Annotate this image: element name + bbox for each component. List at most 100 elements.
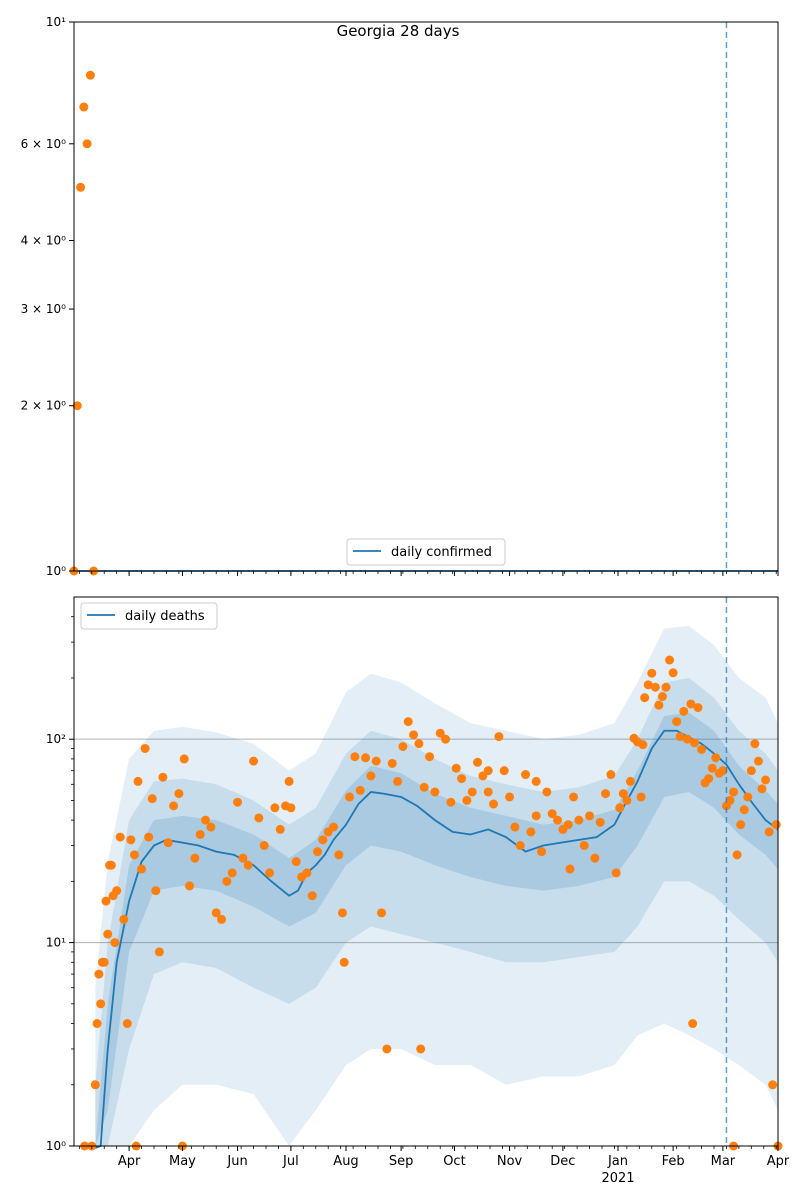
bottom-data-point: [92, 1019, 102, 1029]
bottom-data-point: [625, 776, 635, 786]
bottom-data-point: [650, 682, 660, 692]
bottom-data-point: [494, 732, 504, 742]
bottom-data-point: [574, 815, 584, 825]
bottom-data-point: [129, 850, 139, 860]
bottom-data-point: [158, 772, 168, 782]
bottom-data-point: [238, 853, 248, 863]
bottom-data-point: [647, 668, 657, 678]
bottom-y-tick-label: 10⁰: [46, 1139, 66, 1153]
bottom-data-point: [409, 730, 419, 740]
bottom-x-axis: Apr May Jun Jul Aug Sep Oct Nov Dec Jan Feb Mar Apr 2…: [78, 1146, 790, 1186]
bottom-x-tick-label: Nov: [497, 1154, 523, 1169]
top-y-tick-label: 10⁰: [46, 564, 66, 578]
bottom-data-point: [537, 847, 547, 857]
bottom-data-point: [137, 864, 147, 874]
bottom-data-point: [169, 801, 179, 811]
bottom-data-point: [334, 850, 344, 860]
bottom-y-tick-label: 10¹: [46, 936, 66, 950]
bottom-data-point: [489, 799, 499, 809]
bottom-data-point: [750, 739, 760, 749]
top-legend: daily confirmed: [346, 538, 506, 566]
bottom-data-point: [611, 868, 621, 878]
bottom-data-point: [601, 789, 611, 799]
bottom-series-line: [95, 729, 779, 1149]
bottom-data-point: [112, 886, 122, 896]
bottom-data-point: [425, 752, 435, 762]
bottom-data-point: [339, 957, 349, 967]
bottom-data-point: [122, 1019, 132, 1029]
bottom-data-point: [416, 1044, 426, 1054]
bottom-x-tick-label: Sep: [389, 1154, 414, 1169]
bottom-data-point: [270, 803, 280, 813]
bottom-data-point: [590, 853, 600, 863]
bottom-data-point: [441, 734, 451, 744]
bottom-data-point: [467, 787, 477, 797]
bottom-data-point: [679, 706, 689, 716]
bottom-data-point: [275, 824, 285, 834]
bottom-x-tick-label: Dec: [550, 1154, 575, 1169]
bottom-data-point: [704, 774, 714, 784]
bottom-data-point: [746, 766, 756, 776]
bottom-data-point: [595, 817, 605, 827]
bottom-data-point: [414, 739, 424, 749]
bottom-legend-label: daily deaths: [125, 609, 205, 624]
bottom-data-point: [638, 740, 648, 750]
bottom-data-point: [761, 775, 771, 785]
bottom-data-point: [622, 795, 632, 805]
bottom-data-point: [618, 789, 628, 799]
bottom-data-point: [382, 1044, 392, 1054]
bottom-data-point: [217, 914, 227, 924]
top-plot-border: [73, 21, 779, 572]
bottom-legend: daily deaths: [80, 602, 218, 630]
bottom-data-point: [451, 763, 461, 773]
bottom-x-tick-label: Apr: [118, 1154, 141, 1169]
bottom-data-point: [499, 766, 509, 776]
top-data-point: [79, 102, 89, 112]
bottom-data-point: [195, 829, 205, 839]
bottom-legend-box: [80, 602, 218, 630]
bottom-data-point: [249, 756, 259, 766]
bottom-data-point: [393, 776, 403, 786]
bottom-data-point: [90, 1080, 100, 1090]
top-data-point: [76, 182, 86, 192]
bottom-data-point: [119, 914, 129, 924]
bottom-data-point: [753, 756, 763, 766]
bottom-data-point: [615, 803, 625, 813]
bottom-data-point: [185, 881, 195, 891]
top-legend-label: daily confirmed: [391, 545, 492, 560]
bottom-data-point: [243, 860, 253, 870]
bottom-x-tick-label: Jul: [282, 1154, 299, 1169]
bottom-data-point: [521, 770, 531, 780]
bottom-data-point: [133, 776, 143, 786]
bottom-data-point: [672, 717, 682, 727]
bottom-data-point: [682, 734, 692, 744]
bottom-data-point: [483, 766, 493, 776]
bottom-data-point: [419, 782, 429, 792]
bottom-data-point: [284, 776, 294, 786]
bottom-x-tick-label: Oct: [443, 1154, 465, 1169]
bottom-data-point: [665, 655, 675, 665]
bottom-data-point: [515, 841, 525, 851]
bottom-x-year-label: 2021: [601, 1171, 634, 1186]
top-data-point: [72, 401, 82, 411]
bottom-data-point: [757, 784, 767, 794]
bottom-data-point: [688, 1019, 698, 1029]
bottom-x-tick-label: May: [169, 1154, 196, 1169]
bottom-data-point: [206, 822, 216, 832]
bottom-data-point: [531, 776, 541, 786]
top-y-axis: 10⁰ 2 × 10⁰ 3 × 10⁰ 4 × 10⁰ 6 × 10⁰ 10¹: [21, 15, 74, 578]
bottom-uncertainty-band-outer: [95, 626, 779, 1146]
bottom-data-point: [398, 742, 408, 752]
bottom-data-point: [361, 753, 371, 763]
bottom-x-tick-label: Feb: [662, 1154, 685, 1169]
top-panel: 10⁰ 2 × 10⁰ 3 × 10⁰ 4 × 10⁰ 6 × 10⁰ 10¹ Georg…: [21, 15, 779, 578]
bottom-data-point: [697, 744, 707, 754]
bottom-data-point: [302, 868, 312, 878]
bottom-data-point: [313, 847, 323, 857]
bottom-data-point: [446, 797, 456, 807]
bottom-data-point: [435, 728, 445, 738]
bottom-data-point: [154, 947, 164, 957]
top-y-tick-label: 10¹: [46, 15, 66, 29]
bottom-data-point: [94, 969, 104, 979]
